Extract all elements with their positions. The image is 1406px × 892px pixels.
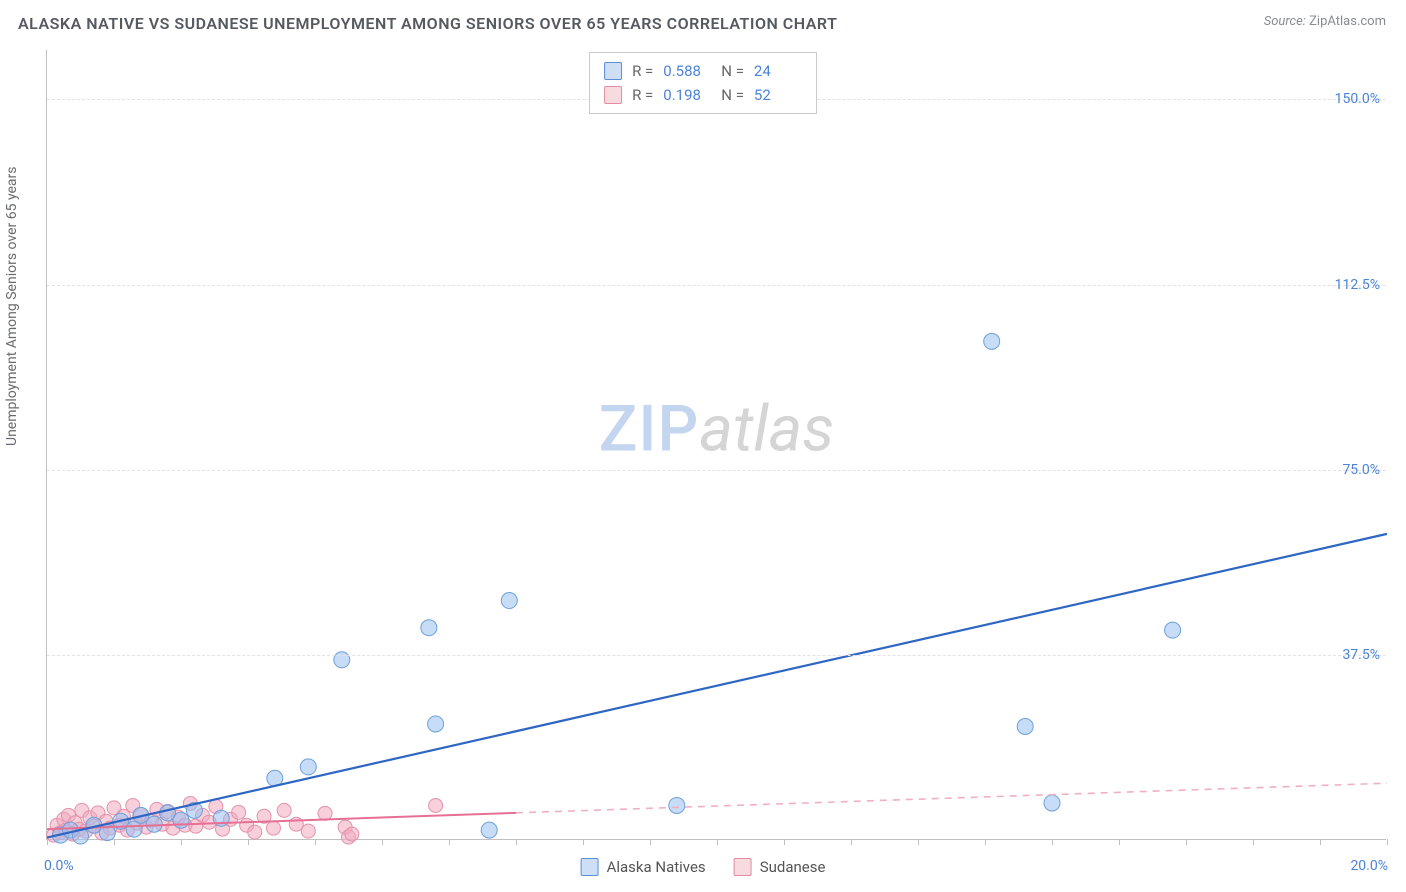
stats-row-pink: R = 0.198 N = 52 [604,83,802,107]
legend-item-sudanese: Sudanese [734,858,826,876]
r-label: R = [632,59,653,83]
data-point-alaska [501,593,517,609]
data-point-alaska [146,816,162,832]
grid-line [47,470,1386,471]
x-tick [114,839,115,845]
n-label: N = [721,59,744,83]
swatch-pink-icon [604,86,622,104]
data-point-alaska [421,620,437,636]
n-value: 24 [754,59,802,83]
y-tick-label: 75.0% [1342,462,1380,478]
x-max-label: 20.0% [1350,858,1388,874]
x-tick [1186,839,1187,845]
x-tick [382,839,383,845]
data-point-alaska [1017,718,1033,734]
x-tick [918,839,919,845]
y-tick-label: 112.5% [1335,277,1380,293]
data-point-alaska [984,333,1000,349]
data-point-sudanese [318,806,332,820]
data-point-sudanese [429,798,443,812]
data-point-sudanese [277,803,291,817]
x-tick [47,839,48,845]
swatch-blue-icon [604,62,622,80]
x-origin-label: 0.0% [44,858,74,874]
trend-line-alaska [47,534,1387,838]
x-tick [516,839,517,845]
x-tick [1052,839,1053,845]
n-label: N = [721,83,744,107]
data-point-alaska [481,822,497,838]
x-tick [449,839,450,845]
swatch-blue-icon [581,858,599,876]
plot-area: ZIPatlas 37.5%75.0%112.5%150.0% [46,50,1386,840]
x-tick [784,839,785,845]
x-tick [1253,839,1254,845]
data-point-sudanese [266,821,280,835]
grid-line [47,285,1386,286]
data-point-alaska [428,716,444,732]
data-point-sudanese [301,824,315,838]
data-point-alaska [1044,795,1060,811]
trend-line-sudanese-dash [516,783,1387,813]
data-point-alaska [1165,622,1181,638]
x-tick [315,839,316,845]
stats-row-blue: R = 0.588 N = 24 [604,59,802,83]
source-value: ZipAtlas.com [1309,14,1386,29]
chart-svg [47,50,1386,839]
data-point-alaska [300,759,316,775]
x-tick [1320,839,1321,845]
swatch-pink-icon [734,858,752,876]
x-tick [985,839,986,845]
source-label: Source: [1264,14,1306,29]
n-value: 52 [754,83,802,107]
stats-box: R = 0.588 N = 24 R = 0.198 N = 52 [589,52,817,114]
r-value: 0.588 [663,59,711,83]
y-tick-label: 150.0% [1335,91,1380,107]
x-tick [1387,839,1388,845]
legend-label: Alaska Natives [607,858,706,876]
x-tick [851,839,852,845]
legend-label: Sudanese [760,858,826,876]
data-point-alaska [669,797,685,813]
x-tick [248,839,249,845]
data-point-sudanese [248,825,262,839]
grid-line [47,655,1386,656]
chart-title: ALASKA NATIVE VS SUDANESE UNEMPLOYMENT A… [18,14,837,33]
y-tick-label: 37.5% [1342,647,1380,663]
x-tick [181,839,182,845]
x-tick [583,839,584,845]
data-point-sudanese [345,827,359,841]
legend: Alaska Natives Sudanese [581,858,826,876]
source-attribution: Source: ZipAtlas.com [1264,14,1386,29]
data-point-sudanese [232,805,246,819]
r-value: 0.198 [663,83,711,107]
x-tick [1119,839,1120,845]
r-label: R = [632,83,653,107]
data-point-alaska [173,812,189,828]
x-tick [650,839,651,845]
legend-item-alaska: Alaska Natives [581,858,706,876]
y-axis-label: Unemployment Among Seniors over 65 years [4,167,20,447]
x-tick [717,839,718,845]
